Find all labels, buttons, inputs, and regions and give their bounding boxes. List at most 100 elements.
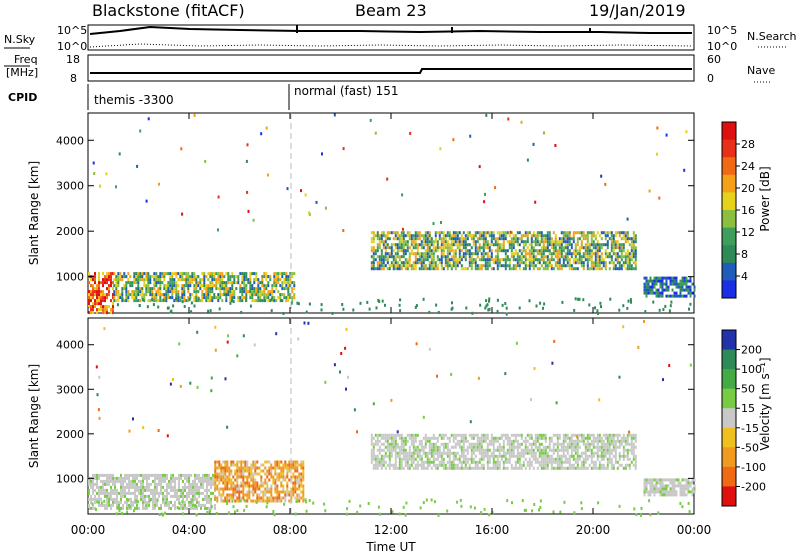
- range-gate-cell: [420, 240, 423, 244]
- range-gate-cell: [370, 433, 373, 437]
- range-gate-cell: [136, 506, 138, 510]
- range-gate-cell: [500, 231, 503, 235]
- range-gate-cell: [104, 482, 106, 486]
- ground-scatter-cell: [488, 299, 490, 303]
- range-gate-cell: [616, 436, 619, 440]
- range-gate-cell: [214, 487, 217, 491]
- range-gate-cell: [153, 272, 156, 276]
- range-gate-cell: [273, 290, 276, 294]
- range-gate-cell: [267, 293, 270, 297]
- range-gate-cell: [508, 243, 511, 247]
- range-gate-cell: [572, 433, 575, 437]
- range-gate-cell: [384, 234, 387, 238]
- range-gate-cell: [440, 240, 443, 244]
- range-gate-cell: [550, 457, 553, 461]
- range-gate-cell: [628, 457, 631, 461]
- range-gate-cell: [112, 479, 114, 483]
- range-gate-cell: [144, 500, 146, 504]
- range-gate-cell: [554, 460, 557, 464]
- range-gate-cell: [134, 482, 136, 486]
- range-gate-cell: [155, 296, 158, 300]
- sparse-echo-cell: [128, 429, 131, 433]
- range-gate-cell: [556, 261, 559, 265]
- range-gate-cell: [422, 264, 425, 268]
- range-gate-cell: [382, 240, 385, 244]
- range-gate-cell: [159, 290, 162, 294]
- range-gate-cell: [416, 466, 419, 470]
- range-gate-cell: [274, 478, 277, 482]
- range-gate-cell: [596, 436, 599, 440]
- range-gate-cell: [516, 442, 519, 446]
- range-gate-cell: [562, 451, 565, 455]
- range-gate-cell: [412, 246, 415, 250]
- range-gate-cell: [606, 463, 609, 467]
- range-gate-cell: [526, 433, 529, 437]
- range-gate-cell: [693, 487, 696, 491]
- range-gate-cell: [584, 243, 587, 247]
- range-gate-cell: [526, 451, 529, 455]
- range-gate-cell: [262, 469, 265, 473]
- range-gate-cell: [486, 243, 489, 247]
- range-gate-cell: [492, 234, 495, 238]
- range-gate-cell: [198, 503, 200, 507]
- range-gate-cell: [112, 491, 114, 495]
- range-gate-cell: [402, 240, 405, 244]
- range-gate-cell: [237, 296, 240, 300]
- range-gate-cell: [634, 258, 637, 262]
- range-gate-cell: [634, 436, 637, 440]
- range-gate-cell: [472, 240, 475, 244]
- range-gate-cell: [270, 472, 273, 476]
- range-gate-cell: [512, 243, 515, 247]
- range-gate-cell: [183, 290, 186, 294]
- range-gate-cell: [630, 264, 633, 268]
- range-gate-cell: [528, 264, 531, 268]
- range-gate-cell: [562, 442, 565, 446]
- range-gate-cell: [261, 299, 264, 303]
- range-gate-cell: [224, 466, 227, 470]
- range-gate-cell: [612, 267, 615, 271]
- range-gate-cell: [592, 240, 595, 244]
- range-gate-cell: [590, 460, 593, 464]
- range-gate-cell: [108, 494, 110, 498]
- range-gate-cell: [168, 482, 170, 486]
- range-gate-cell: [96, 311, 98, 315]
- range-gate-cell: [608, 445, 611, 449]
- range-gate-cell: [526, 231, 529, 235]
- range-gate-cell: [626, 249, 629, 253]
- range-gate-cell: [442, 460, 445, 464]
- range-gate-cell: [448, 261, 451, 265]
- range-gate-cell: [685, 478, 688, 482]
- range-gate-cell: [530, 246, 533, 250]
- range-gate-cell: [444, 261, 447, 265]
- range-gate-cell: [584, 234, 587, 238]
- range-gate-cell: [256, 460, 259, 464]
- range-gate-cell: [222, 466, 225, 470]
- range-gate-cell: [604, 433, 607, 437]
- ground-scatter-cell: [622, 304, 625, 308]
- range-gate-cell: [558, 448, 561, 452]
- range-gate-cell: [659, 490, 662, 494]
- range-gate-cell: [532, 267, 535, 271]
- range-gate-cell: [550, 246, 553, 250]
- range-gate-cell: [380, 252, 383, 256]
- range-gate-cell: [588, 445, 591, 449]
- range-gate-cell: [187, 287, 190, 291]
- range-gate-cell: [502, 445, 505, 449]
- range-gate-cell: [382, 442, 385, 446]
- range-gate-cell: [552, 243, 555, 247]
- range-gate-cell: [386, 448, 389, 452]
- range-gate-cell: [434, 237, 437, 241]
- range-gate-cell: [488, 264, 491, 268]
- range-gate-cell: [460, 243, 463, 247]
- range-gate-cell: [574, 243, 577, 247]
- range-gate-cell: [470, 445, 473, 449]
- range-gate-cell: [466, 466, 469, 470]
- range-gate-cell: [223, 287, 226, 291]
- range-gate-cell: [614, 258, 617, 262]
- ground-scatter-cell: [574, 297, 577, 301]
- range-gate-cell: [614, 460, 617, 464]
- range-gate-cell: [448, 454, 451, 458]
- range-gate-cell: [580, 439, 583, 443]
- ground-scatter-cell: [188, 298, 191, 301]
- range-gate-cell: [540, 454, 543, 458]
